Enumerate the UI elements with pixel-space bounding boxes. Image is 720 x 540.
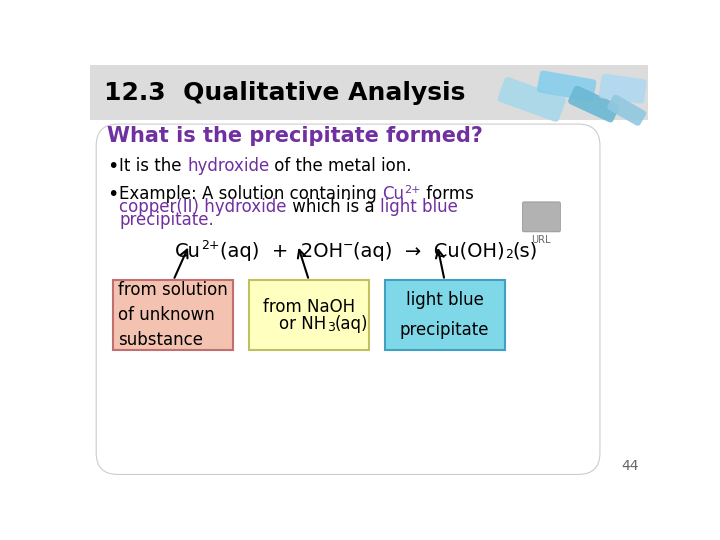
Text: −: − — [343, 239, 354, 252]
FancyBboxPatch shape — [384, 280, 505, 350]
Text: (aq): (aq) — [335, 315, 368, 333]
Text: (aq)  →  Cu(OH): (aq) → Cu(OH) — [354, 241, 505, 261]
FancyBboxPatch shape — [498, 77, 566, 122]
Text: Example: A solution containing: Example: A solution containing — [120, 185, 382, 203]
Text: hydroxide: hydroxide — [187, 158, 269, 176]
Text: which is a: which is a — [287, 198, 380, 216]
Text: 2: 2 — [505, 248, 513, 261]
Text: of the metal ion.: of the metal ion. — [269, 158, 412, 176]
Text: (s): (s) — [513, 241, 538, 261]
Text: 3: 3 — [327, 321, 335, 334]
FancyBboxPatch shape — [599, 74, 647, 104]
Text: precipitate.: precipitate. — [120, 211, 215, 230]
Text: 44: 44 — [621, 459, 639, 473]
Text: What is the precipitate formed?: What is the precipitate formed? — [107, 126, 483, 146]
Text: (aq)  +  2OH: (aq) + 2OH — [220, 241, 343, 261]
FancyBboxPatch shape — [249, 280, 369, 350]
Text: light blue
precipitate: light blue precipitate — [400, 292, 490, 339]
FancyBboxPatch shape — [568, 86, 619, 123]
Text: •: • — [107, 185, 118, 204]
Bar — [90, 65, 648, 120]
Text: 12.3  Qualitative Analysis: 12.3 Qualitative Analysis — [104, 80, 465, 105]
FancyBboxPatch shape — [113, 280, 233, 350]
Text: light blue: light blue — [380, 198, 458, 216]
FancyBboxPatch shape — [607, 94, 646, 126]
Text: or NH: or NH — [279, 315, 327, 333]
Text: copper(II) hydroxide: copper(II) hydroxide — [120, 198, 287, 216]
Text: 2+: 2+ — [201, 239, 220, 252]
Text: from solution
of unknown
substance: from solution of unknown substance — [118, 281, 228, 349]
Text: 2+: 2+ — [405, 185, 421, 194]
Text: URL: URL — [531, 234, 551, 245]
Text: Cu: Cu — [382, 185, 405, 203]
Text: Cu: Cu — [175, 241, 201, 261]
Text: forms: forms — [421, 185, 474, 203]
FancyBboxPatch shape — [523, 202, 560, 232]
FancyBboxPatch shape — [537, 71, 596, 102]
Text: •: • — [107, 157, 118, 176]
Text: from NaOH: from NaOH — [263, 298, 355, 316]
FancyBboxPatch shape — [96, 124, 600, 475]
Text: It is the: It is the — [120, 158, 187, 176]
